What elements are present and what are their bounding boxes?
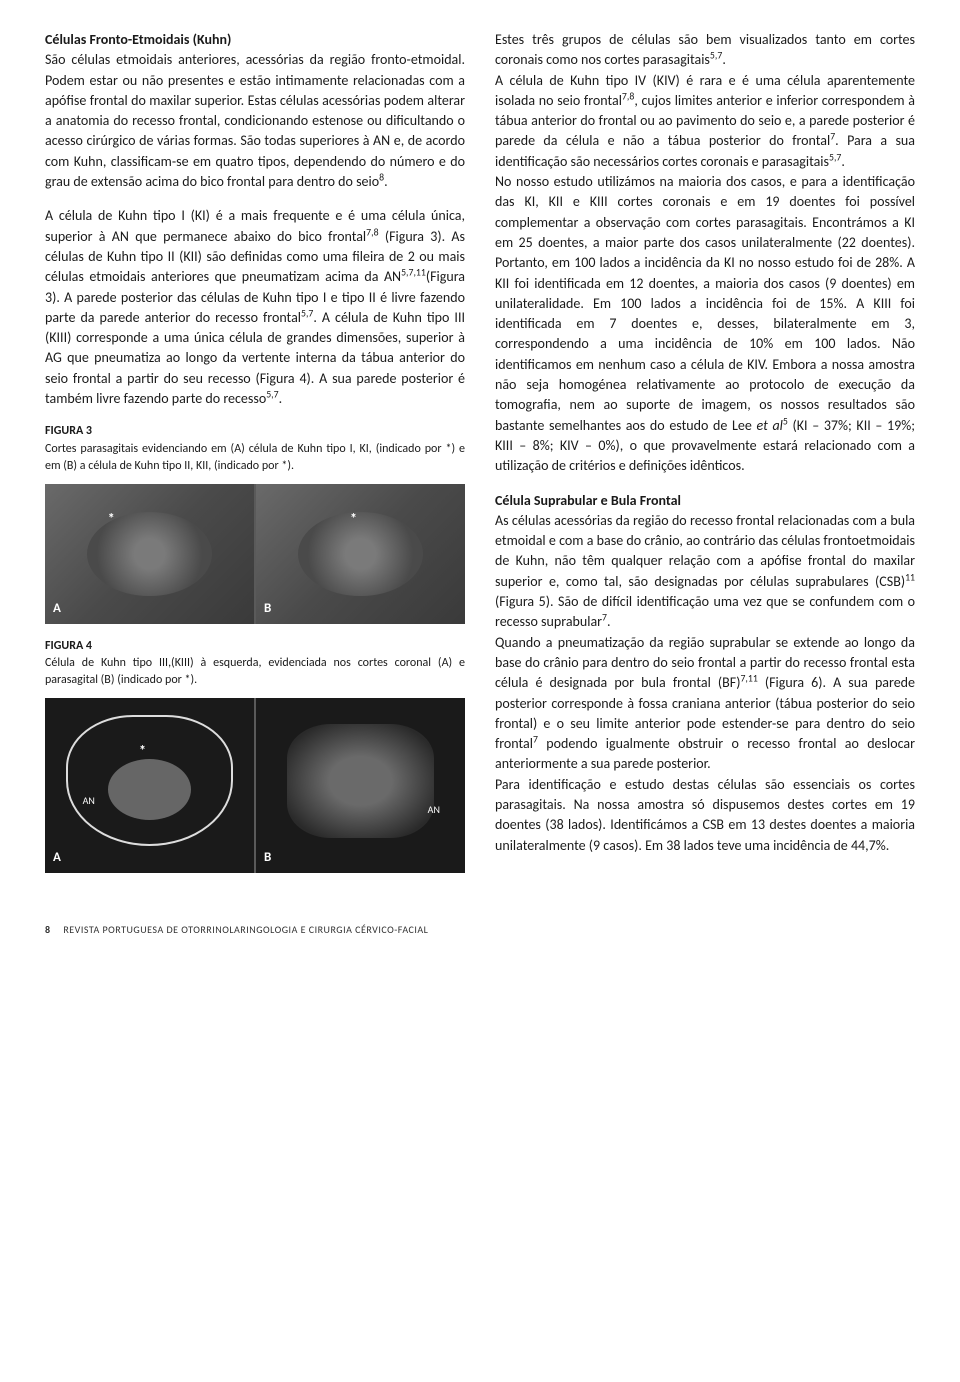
italic: et al <box>757 417 783 434</box>
figure-4-caption: Célula de Kuhn tipo III,(KIII) à esquerd… <box>45 655 465 690</box>
sup: 7,8 <box>366 226 378 238</box>
right-para-6: Para identificação e estudo destas célul… <box>495 775 915 856</box>
figure-4-label: FIGURA 4 <box>45 638 465 655</box>
text: podendo igualmente obstruir o recesso fr… <box>495 735 915 772</box>
text: As células acessórias da região do reces… <box>495 512 915 590</box>
sup: 5,7 <box>301 307 313 319</box>
right-para-1: Estes três grupos de células são bem vis… <box>495 30 915 71</box>
figure-3-caption: Cortes parasagitais evidenciando em (A) … <box>45 441 465 476</box>
page-footer: 8 REVISTA PORTUGUESA DE OTORRINOLARINGOL… <box>45 923 915 938</box>
text: . <box>722 51 726 68</box>
text: No nosso estudo utilizámos na maioria do… <box>495 173 915 434</box>
sup: 5,7 <box>829 151 841 163</box>
figure-3-panel-a: * A <box>45 484 254 624</box>
figure-4-panel-a: * AN A <box>45 698 254 873</box>
sup: 5,7 <box>266 388 278 400</box>
an-label: AN <box>428 803 440 818</box>
sup: 7,11 <box>740 673 757 685</box>
figure-4-image: * AN A AN B <box>45 698 465 873</box>
panel-label-a: A <box>53 849 61 868</box>
figure-4-panel-b: AN B <box>256 698 465 873</box>
panel-label-b: B <box>264 849 271 868</box>
text: . <box>607 613 611 630</box>
figure-3-label: FIGURA 3 <box>45 423 465 440</box>
text: . <box>279 390 283 407</box>
section-title-suprabular: Célula Suprabular e Bula Frontal <box>495 491 915 511</box>
section-title-kuhn: Células Fronto-Etmoidais (Kuhn) <box>45 30 465 50</box>
sup: 5,7,11 <box>401 267 426 279</box>
page-number: 8 <box>45 923 51 936</box>
right-para-2: A célula de Kuhn tipo IV (KIV) é rara e … <box>495 71 915 172</box>
right-column: Estes três grupos de células são bem vis… <box>495 30 915 883</box>
asterisk-marker: * <box>350 509 357 529</box>
an-label: AN <box>83 794 95 809</box>
text: Estes três grupos de células são bem vis… <box>495 31 915 68</box>
panel-label-a: A <box>53 600 61 619</box>
text: (Figura 5). São de difícil identificação… <box>495 593 915 630</box>
sup: 11 <box>905 571 915 583</box>
left-para-1: São células etmoidais anteriores, acessó… <box>45 50 465 192</box>
right-para-4: As células acessórias da região do reces… <box>495 511 915 633</box>
sup: 5,7 <box>710 50 722 62</box>
right-para-3: No nosso estudo utilizámos na maioria do… <box>495 172 915 476</box>
asterisk-marker: * <box>139 741 146 761</box>
journal-name: REVISTA PORTUGUESA DE OTORRINOLARINGOLOG… <box>63 923 428 936</box>
page-content: Células Fronto-Etmoidais (Kuhn) São célu… <box>45 30 915 883</box>
sup: 7,8 <box>622 90 634 102</box>
figure-3-panel-b: * B <box>256 484 465 624</box>
text: São células etmoidais anteriores, acessó… <box>45 51 465 190</box>
asterisk-marker: * <box>108 509 115 529</box>
panel-label-b: B <box>264 600 271 619</box>
right-para-5: Quando a pneumatização da região suprabu… <box>495 633 915 775</box>
text: . <box>384 173 388 190</box>
text: . <box>841 153 845 170</box>
left-para-2: A célula de Kuhn tipo I (KI) é a mais fr… <box>45 206 465 409</box>
figure-3-image: * A * B <box>45 484 465 624</box>
left-column: Células Fronto-Etmoidais (Kuhn) São célu… <box>45 30 465 883</box>
